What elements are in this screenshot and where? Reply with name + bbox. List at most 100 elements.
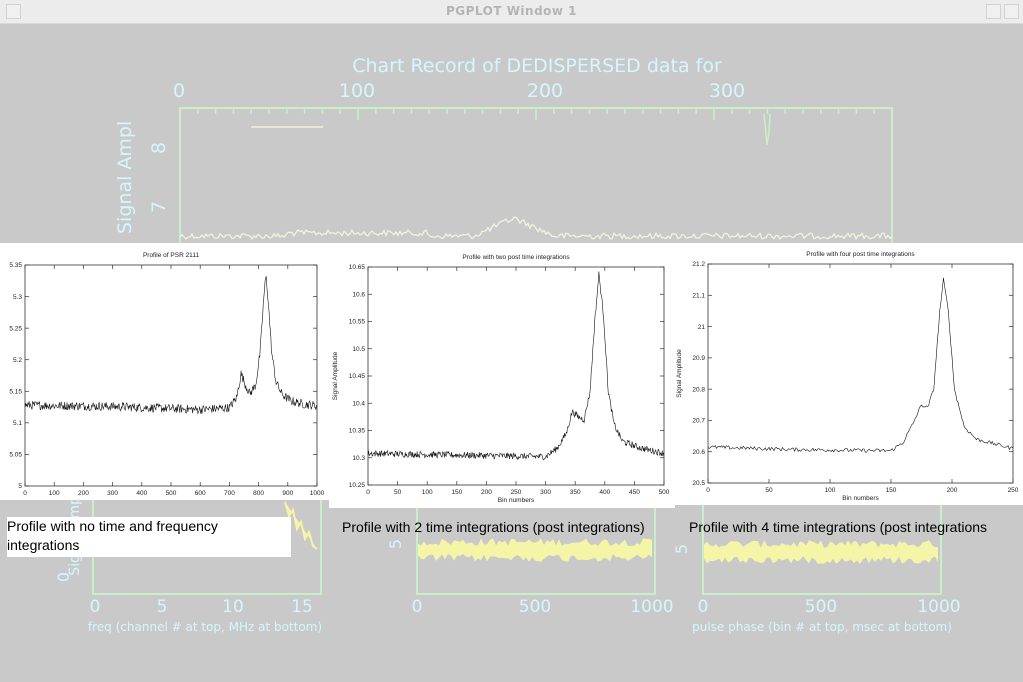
x-tick-label: 1000 xyxy=(310,490,325,497)
x-tick-label: 50 xyxy=(394,489,402,496)
freq-plot-x-label: freq (channel # at top, MHz at bottom) xyxy=(88,620,322,634)
x-tick-label: 0 xyxy=(412,597,423,617)
chart-record-y-label: Signal Ampl xyxy=(114,121,136,234)
profile-plot-no-integration: Profile of PSR 2111 0 100 200 300 400 500 600 70… xyxy=(0,243,329,500)
x-tick-label: 250 xyxy=(511,489,522,496)
x-tick-label: 300 xyxy=(107,490,118,497)
y-tick-label: 10.25 xyxy=(349,482,366,489)
y-tick-label: 10.65 xyxy=(349,264,366,271)
x-tick-label: 500 xyxy=(805,597,837,617)
y-tick-label: 20.6 xyxy=(692,449,705,456)
phase-plot-right-trace xyxy=(704,540,938,564)
x-tick-label: 100 xyxy=(825,487,836,494)
x-tick-label: 800 xyxy=(253,490,264,497)
x-tick-label: 500 xyxy=(166,490,177,497)
x-tick-label: 200 xyxy=(481,489,492,496)
x-tick-label: 15 xyxy=(291,597,313,617)
caption-2-integrations: Profile with 2 time integrations (post i… xyxy=(342,519,645,535)
plot-frame xyxy=(707,263,1014,484)
y-tick-label: 5.25 xyxy=(9,325,22,332)
y-tick-label: 5.35 xyxy=(9,262,22,269)
x-tick-label: 150 xyxy=(886,487,897,494)
x-tick-label: 0 xyxy=(698,597,709,617)
chart-title: Profile with two post time integrations xyxy=(462,254,570,261)
window-menu-button[interactable] xyxy=(6,4,21,19)
y-tick-label: 10.55 xyxy=(349,319,366,326)
y-tick-label: 10.45 xyxy=(349,373,366,380)
y-tick-label: 20.7 xyxy=(692,418,705,425)
minimize-button[interactable] xyxy=(986,4,1001,19)
phase-plot-x-label: pulse phase (bin # at top, msec at botto… xyxy=(692,620,952,634)
chart-record-trace xyxy=(179,216,893,241)
x-tick-label: 400 xyxy=(599,489,610,496)
x-tick-label: 600 xyxy=(195,490,206,497)
y-tick-label: 5.15 xyxy=(9,388,22,395)
x-tick-label: 700 xyxy=(224,490,235,497)
y-tick-label: 20.5 xyxy=(692,480,705,487)
x-tick-label: 0 xyxy=(366,489,370,496)
y-tick-label: 5 xyxy=(672,544,691,554)
y-tick-label: 5.05 xyxy=(9,452,22,459)
x-axis-label: Bin numbers xyxy=(842,495,879,502)
y-axis-label: Signal Amplitude xyxy=(676,349,683,398)
caption-4-integrations: Profile with 4 time integrations (post i… xyxy=(689,519,988,535)
x-tick-label: 500 xyxy=(659,489,670,496)
y-tick-label: 10.5 xyxy=(352,346,365,353)
plot-frame xyxy=(24,264,318,487)
x-tick-label: 400 xyxy=(136,490,147,497)
x-tick-label: 100 xyxy=(49,490,60,497)
profile-plot-2-integrations: Profile with two post time integrations 0… xyxy=(329,243,675,508)
y-tick-label: 20.8 xyxy=(692,386,705,393)
x-tick-label: 350 xyxy=(570,489,581,496)
x-tick-label: 150 xyxy=(451,489,462,496)
chart-title: Profile of PSR 2111 xyxy=(143,252,200,259)
caption-no-integration: Profile with no time and frequency integ… xyxy=(7,517,291,557)
x-tick-label: 0 xyxy=(706,487,710,494)
chart-record-frame xyxy=(179,107,893,249)
y-tick-label: 7 xyxy=(148,201,170,213)
x-tick-label: 0 xyxy=(90,597,101,617)
y-tick-label: 5 xyxy=(386,539,405,549)
profile-trace xyxy=(367,271,665,461)
x-tick-label: 10 xyxy=(222,597,244,617)
top-axis-tick: 200 xyxy=(527,80,563,102)
x-tick-label: 900 xyxy=(282,490,293,497)
window-titlebar[interactable]: PGPLOT Window 1 xyxy=(0,0,1023,24)
y-tick-label: 10.35 xyxy=(349,428,366,435)
x-tick-label: 100 xyxy=(422,489,433,496)
profile-chart-3: Profile with four post time integrations… xyxy=(676,251,1019,502)
x-tick-label: 250 xyxy=(1008,487,1019,494)
profile-trace xyxy=(24,276,318,415)
x-tick-label: 300 xyxy=(540,489,551,496)
x-tick-label: 450 xyxy=(629,489,640,496)
chart-record-title: Chart Record of DEDISPERSED data for xyxy=(352,55,722,77)
y-tick-label: 5.2 xyxy=(13,357,22,364)
window-title: PGPLOT Window 1 xyxy=(445,4,578,18)
x-tick-label: 0 xyxy=(23,490,27,497)
chart-title: Profile with four post time integrations xyxy=(806,251,915,258)
profile-plot-4-integrations: Profile with four post time integrations… xyxy=(675,243,1023,505)
x-tick-label: 5 xyxy=(157,597,168,617)
y-tick-label: 0 xyxy=(54,572,73,582)
y-tick-label: 5 xyxy=(18,483,22,490)
phase-plot-middle-trace xyxy=(418,538,652,562)
y-tick-label: 10.4 xyxy=(352,400,365,407)
x-tick-label: 200 xyxy=(947,487,958,494)
profile-chart-1: Profile of PSR 2111 0 100 200 300 400 500 600 70… xyxy=(9,252,325,497)
y-axis-label: Signal Amplitude xyxy=(332,351,339,400)
profile-trace xyxy=(707,277,1014,453)
x-tick-label: 1000 xyxy=(917,597,960,617)
y-tick-label: 10.6 xyxy=(352,291,365,298)
x-tick-label: 1000 xyxy=(630,597,673,617)
y-tick-label: 21 xyxy=(698,324,706,331)
profile-chart-2: Profile with two post time integrations 0… xyxy=(332,254,670,504)
y-tick-label: 8 xyxy=(148,142,170,154)
y-tick-label: 21.2 xyxy=(692,261,705,268)
maximize-button[interactable] xyxy=(1004,4,1019,19)
y-tick-label: 5.3 xyxy=(13,294,22,301)
y-tick-label: 20.9 xyxy=(692,355,705,362)
freq-plot-trace xyxy=(284,501,318,550)
y-tick-label: 10.3 xyxy=(352,455,365,462)
y-tick-label: 21.1 xyxy=(692,292,705,299)
y-tick-label: 5.1 xyxy=(13,420,22,427)
